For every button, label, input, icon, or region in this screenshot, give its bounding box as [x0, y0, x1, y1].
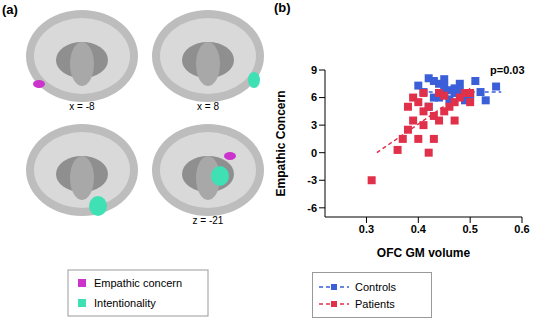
- svg-text:0: 0: [311, 147, 317, 159]
- svg-text:0.4: 0.4: [411, 223, 427, 235]
- svg-text:OFC GM volume: OFC GM volume: [377, 246, 471, 260]
- svg-text:0.5: 0.5: [463, 223, 478, 235]
- html-text:Controls: Controls: [355, 280, 396, 293]
- html-text:Patients: Patients: [355, 297, 395, 310]
- svg-text:9: 9: [311, 64, 317, 76]
- svg-text:z = -21: z = -21: [193, 215, 224, 226]
- html-text:(b): (b): [274, 0, 291, 15]
- svg-text:Intentionality: Intentionality: [94, 297, 156, 309]
- svg-text:6: 6: [311, 91, 317, 103]
- html-text:p=0.03: p=0.03: [490, 64, 525, 76]
- svg-text:3: 3: [311, 119, 317, 131]
- svg-text:0.3: 0.3: [359, 223, 374, 235]
- svg-text:Empathic Concern: Empathic Concern: [274, 90, 288, 196]
- svg-text:0.6: 0.6: [514, 223, 529, 235]
- svg-text:Empathic concern: Empathic concern: [94, 277, 182, 289]
- svg-text:x = -8: x = -8: [69, 101, 95, 112]
- svg-text:x = 8: x = 8: [197, 101, 219, 112]
- svg-text:-6: -6: [307, 202, 317, 214]
- svg-text:(a): (a): [2, 2, 18, 17]
- svg-text:-3: -3: [307, 174, 317, 186]
